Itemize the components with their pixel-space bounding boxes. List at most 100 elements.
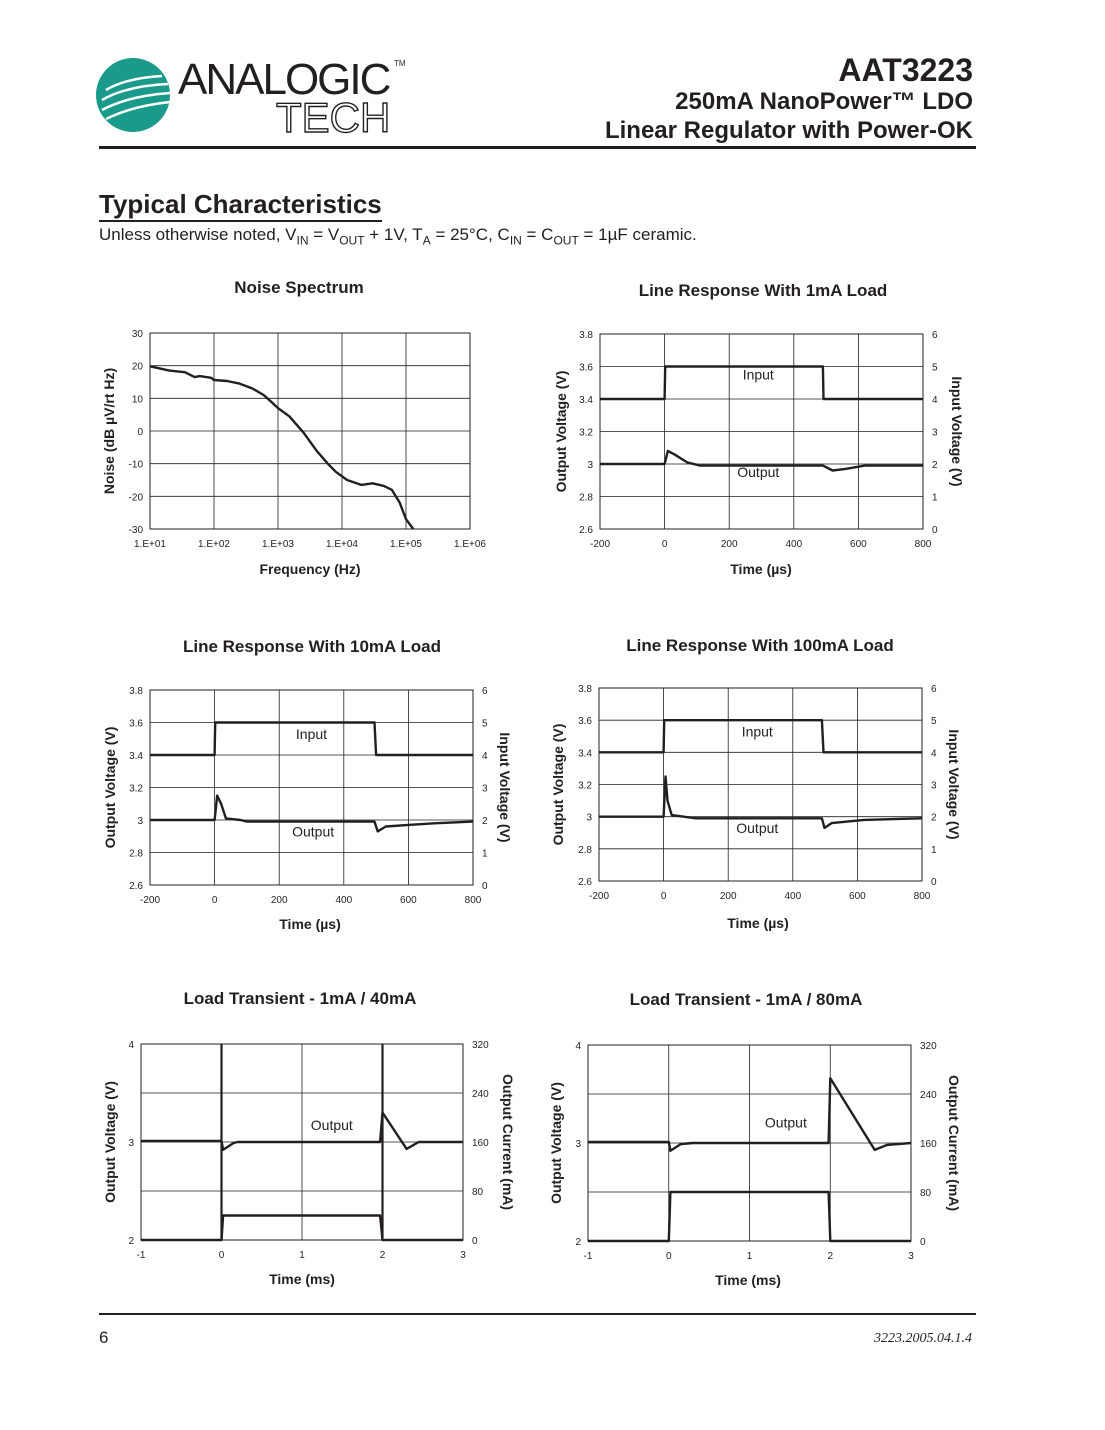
y-tick-label: 3.6 <box>578 716 592 727</box>
y-tick-label: 3 <box>128 1138 134 1149</box>
x-tick-label: 400 <box>785 539 802 550</box>
y2-tick-label: 240 <box>472 1089 489 1100</box>
y-tick-label: 3.6 <box>129 719 143 730</box>
series-annotation: Output <box>765 1114 807 1130</box>
y-axis-label: Output Voltage (V) <box>553 371 569 493</box>
chart-title: Line Response With 1mA Load <box>639 281 888 300</box>
plot-frame <box>149 689 474 886</box>
y2-tick-label: 1 <box>932 493 938 504</box>
chart-title: Load Transient - 1mA / 80mA <box>630 990 863 1009</box>
y-tick-label: 4 <box>575 1041 581 1052</box>
y-tick-label: 30 <box>132 329 144 340</box>
y-axis-label: Output Voltage (V) <box>102 727 118 849</box>
y-tick-label: 2.8 <box>129 849 143 860</box>
y-axis-label: Output Voltage (V) <box>550 724 566 846</box>
x-tick-label: 200 <box>720 891 737 902</box>
series-line-current <box>588 1190 911 1243</box>
series-line-output <box>599 775 923 830</box>
footer-rule <box>99 1313 976 1315</box>
analogictech-logo: ANALOGIC TECH TM <box>96 56 406 136</box>
y2-tick-label: 0 <box>920 1237 926 1248</box>
y2-tick-label: 0 <box>482 881 488 892</box>
section-title: Typical Characteristics <box>99 189 382 222</box>
y2-tick-label: 1 <box>482 849 488 860</box>
plot-frame <box>599 333 924 530</box>
y-tick-label: 10 <box>132 394 144 405</box>
y2-tick-label: 2 <box>931 813 937 824</box>
y-tick-label: 3.2 <box>579 428 593 439</box>
y-axis-label: Output Voltage (V) <box>548 1082 564 1204</box>
x-tick-label: 800 <box>915 539 932 550</box>
x-tick-label: -200 <box>590 539 610 550</box>
x-tick-label: 2 <box>827 1251 833 1262</box>
y-tick-label: -10 <box>129 460 144 471</box>
x-axis-label: Time (µs) <box>730 561 792 577</box>
x-tick-label: 1 <box>747 1251 753 1262</box>
plot-frame <box>598 687 923 882</box>
y2-tick-label: 80 <box>920 1188 932 1199</box>
y-axis-label: Output Voltage (V) <box>102 1081 118 1203</box>
x-tick-label: -200 <box>140 895 160 906</box>
series-annotation: Output <box>736 820 778 836</box>
y2-tick-label: 0 <box>932 525 938 536</box>
x-tick-label: 1.E+06 <box>454 539 486 550</box>
x-axis-label: Time (ms) <box>269 1271 335 1287</box>
x-axis-label: Time (µs) <box>279 916 341 932</box>
x-tick-label: 600 <box>400 895 417 906</box>
y2-tick-label: 3 <box>931 781 937 792</box>
y-tick-label: 3.2 <box>129 784 143 795</box>
series-annotation: Output <box>311 1117 353 1133</box>
y2-tick-label: 0 <box>472 1236 478 1247</box>
x-tick-label: 0 <box>212 895 218 906</box>
y2-tick-label: 5 <box>482 719 488 730</box>
y2-tick-label: 4 <box>931 748 937 759</box>
y2-tick-label: 320 <box>472 1040 489 1051</box>
x-tick-label: 600 <box>850 539 867 550</box>
x-tick-label: 3 <box>908 1251 914 1262</box>
y-tick-label: 3 <box>137 816 143 827</box>
x-tick-label: 1.E+05 <box>390 539 422 550</box>
y-tick-label: 3.4 <box>578 748 592 759</box>
chart-title: Line Response With 10mA Load <box>183 637 441 656</box>
series-line-input <box>600 365 923 401</box>
series-line-output <box>588 1077 912 1152</box>
x-tick-label: 800 <box>914 891 931 902</box>
y2-tick-label: 160 <box>472 1138 489 1149</box>
series-annotation: Output <box>292 823 334 839</box>
y2-axis-label: Output Current (mA) <box>500 1074 516 1210</box>
y-tick-label: 2.8 <box>579 493 593 504</box>
logo-tm: TM <box>394 59 406 68</box>
series-annotation: Input <box>742 723 773 739</box>
test-conditions: Unless otherwise noted, VIN = VOUT + 1V,… <box>99 225 697 248</box>
document-id: 3223.2005.04.1.4 <box>874 1331 972 1346</box>
chart-title: Line Response With 100mA Load <box>626 636 893 655</box>
y2-axis-label: Input Voltage (V) <box>497 732 513 842</box>
y2-tick-label: 80 <box>472 1187 484 1198</box>
y2-tick-label: 0 <box>931 877 937 888</box>
y2-tick-label: 320 <box>920 1041 937 1052</box>
x-tick-label: 200 <box>271 895 288 906</box>
x-tick-label: 800 <box>465 895 482 906</box>
header-rule <box>99 146 976 149</box>
y-tick-label: 20 <box>132 362 144 373</box>
series-line-current <box>149 365 415 530</box>
y-tick-label: -30 <box>129 525 144 536</box>
x-tick-label: -1 <box>584 1251 593 1262</box>
part-number: AAT3223 <box>838 52 973 88</box>
series-line-current <box>141 1214 463 1242</box>
y2-tick-label: 3 <box>932 428 938 439</box>
y-tick-label: 3.2 <box>578 781 592 792</box>
x-axis-label: Frequency (Hz) <box>259 561 360 577</box>
x-tick-label: -200 <box>589 891 609 902</box>
series-line-output <box>600 449 923 472</box>
x-tick-label: 0 <box>662 539 668 550</box>
y-tick-label: 2.6 <box>129 881 143 892</box>
y2-axis-label: Input Voltage (V) <box>949 376 965 486</box>
y-tick-label: 0 <box>137 427 143 438</box>
series-line-input <box>599 719 922 754</box>
y2-tick-label: 6 <box>482 686 488 697</box>
y-tick-label: 3 <box>575 1139 581 1150</box>
plot-frame <box>149 332 471 530</box>
